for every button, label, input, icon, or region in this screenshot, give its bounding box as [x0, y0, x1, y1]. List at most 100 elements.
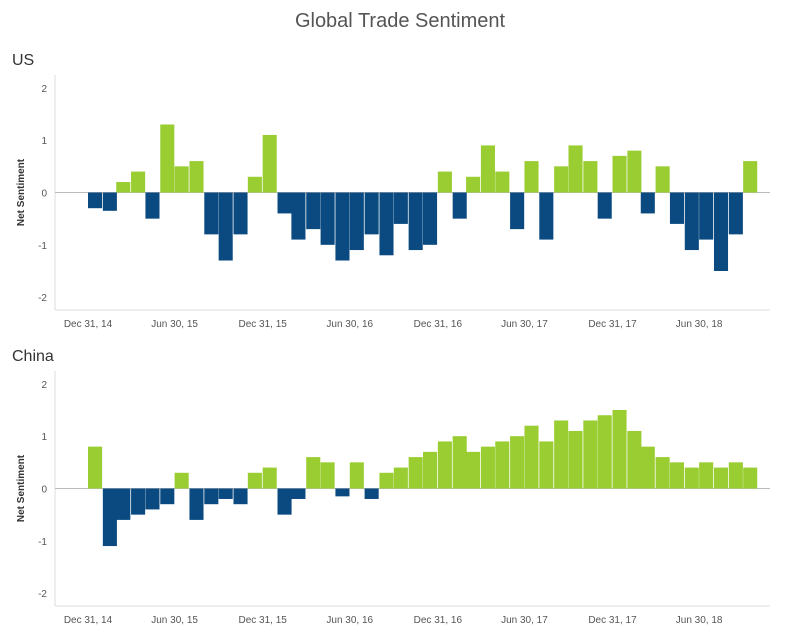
china-bar: [233, 488, 248, 505]
us-bar: [247, 176, 262, 193]
us-bar: [480, 145, 495, 193]
us-bar: [554, 166, 569, 193]
china-bar: [262, 467, 277, 489]
china-bar: [728, 462, 743, 489]
us-bar: [306, 192, 321, 230]
us-bar: [713, 192, 729, 271]
us-bar: [204, 192, 219, 235]
us-sentiment-chart: 2 1 0 -1 -2 Net Sentiment Dec 31, 14 Jun 30, 15…: [16, 75, 770, 330]
china-bar: [568, 430, 583, 489]
us-bar: [335, 192, 350, 261]
china-x-tick-label: Dec 31, 14: [64, 615, 113, 626]
china-bar: [204, 488, 219, 505]
china-bar: [423, 451, 438, 489]
us-bar: [539, 192, 554, 240]
us-x-tick-label: Dec 31, 14: [64, 319, 113, 330]
us-y-tick-label: -2: [38, 293, 47, 304]
china-x-tick-label: Jun 30, 16: [326, 615, 373, 626]
china-bar: [160, 488, 175, 505]
china-bar: [145, 488, 160, 510]
china-bar: [539, 441, 554, 489]
us-y-axis-label: Net Sentiment: [16, 158, 27, 226]
china-bar: [335, 488, 350, 497]
us-bar: [145, 192, 160, 219]
china-bar: [189, 488, 204, 520]
us-bar: [218, 192, 233, 261]
us-x-tick-label: Dec 31, 17: [588, 319, 637, 330]
us-bar: [452, 192, 467, 219]
china-bar: [174, 472, 189, 489]
china-y-axis-label: Net Sentiment: [16, 454, 27, 522]
china-bar: [713, 467, 729, 489]
us-bar: [291, 192, 306, 240]
us-bar: [699, 192, 714, 240]
us-bar: [669, 192, 685, 224]
china-bar: [699, 462, 714, 489]
china-y-tick-label: -2: [38, 589, 47, 600]
us-bar: [349, 192, 364, 251]
china-bar: [452, 436, 467, 489]
china-bar: [743, 467, 758, 489]
china-bar: [116, 488, 131, 520]
china-bar: [627, 430, 642, 489]
us-bar: [116, 182, 131, 193]
china-bar: [393, 467, 408, 489]
china-bar: [102, 488, 117, 547]
us-bar: [189, 161, 204, 193]
panel-title-us: US: [12, 52, 35, 69]
us-bar: [466, 176, 481, 193]
china-x-tick-label: Dec 31, 16: [414, 615, 463, 626]
china-bar: [597, 415, 612, 489]
china-bar: [554, 420, 569, 489]
china-x-tick-label: Dec 31, 17: [588, 615, 637, 626]
china-bar: [466, 451, 481, 489]
us-bar: [102, 192, 117, 211]
us-y-tick-label: -1: [38, 241, 47, 252]
china-x-tick-label: Dec 31, 15: [238, 615, 287, 626]
china-x-tick-label: Jun 30, 18: [676, 615, 723, 626]
china-bar: [218, 488, 233, 499]
us-bar: [160, 124, 175, 193]
us-bar: [583, 161, 598, 193]
chart-title: Global Trade Sentiment: [294, 10, 506, 32]
china-y-tick-label: 1: [41, 432, 47, 443]
china-y-tick-label: -1: [38, 537, 47, 548]
us-bar: [393, 192, 408, 224]
us-bar: [510, 192, 525, 230]
china-bar: [408, 457, 423, 489]
us-bar: [684, 192, 699, 251]
us-bar: [568, 145, 583, 193]
us-bar: [277, 192, 292, 214]
us-bar: [262, 134, 277, 193]
us-bar: [320, 192, 335, 245]
us-y-tick-label: 1: [41, 136, 47, 147]
china-x-tick-label: Jun 30, 15: [151, 615, 198, 626]
us-x-tick-label: Dec 31, 16: [414, 319, 463, 330]
china-x-tick-label: Jun 30, 17: [501, 615, 548, 626]
china-bar: [640, 446, 655, 489]
us-bar: [743, 161, 758, 193]
china-bar: [291, 488, 306, 499]
us-bar: [174, 166, 189, 193]
us-bar: [379, 192, 394, 256]
us-x-tick-label: Jun 30, 15: [151, 319, 198, 330]
us-bar: [640, 192, 655, 214]
china-sentiment-chart: 2 1 0 -1 -2 Net Sentiment Dec 31, 14 Jun 30, 15…: [16, 371, 770, 626]
china-bar: [510, 436, 525, 489]
china-bar: [349, 462, 364, 489]
china-y-tick-label: 2: [41, 380, 47, 391]
china-bar: [247, 472, 262, 489]
china-bar: [495, 441, 510, 489]
us-bar: [364, 192, 379, 235]
china-bar: [88, 446, 103, 489]
china-bar: [480, 446, 495, 489]
us-bar: [423, 192, 438, 245]
china-bar: [306, 457, 321, 489]
china-bar: [655, 457, 670, 489]
china-bar: [612, 410, 627, 489]
us-x-tick-label: Dec 31, 15: [238, 319, 287, 330]
us-bar: [495, 171, 510, 193]
china-bar: [320, 462, 335, 489]
china-bar: [583, 420, 598, 489]
china-bar: [364, 488, 379, 499]
